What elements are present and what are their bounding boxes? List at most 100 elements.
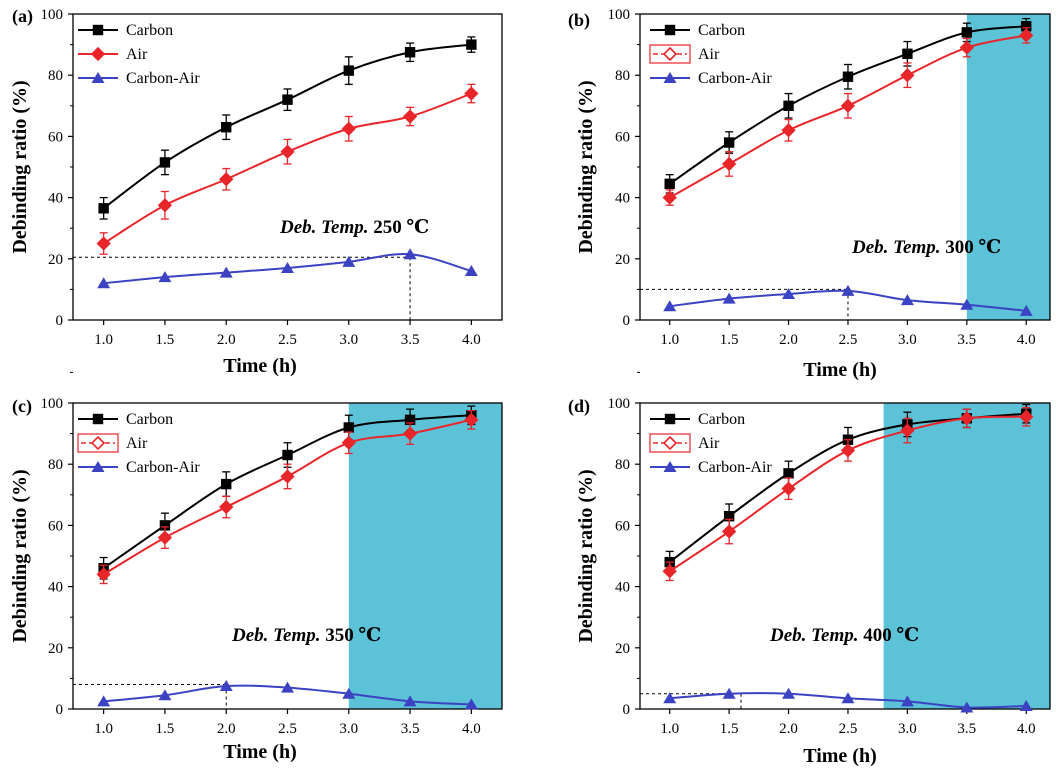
data-point [900, 695, 914, 707]
data-point [783, 468, 794, 479]
x-tick-label: 2.0 [217, 332, 236, 348]
y-tick-label: 60 [48, 518, 63, 534]
data-point-dot [843, 101, 853, 111]
data-point [403, 695, 417, 707]
legend-label: Air [698, 46, 720, 63]
data-point [98, 203, 109, 214]
legend: Carbon Air Carbon-Air [78, 22, 200, 87]
annotation-label: Deb. Temp. [769, 625, 863, 646]
y-tick-label: 0 [56, 702, 64, 718]
data-point [97, 277, 111, 289]
data-point [960, 298, 974, 310]
data-point-dot [962, 43, 972, 53]
data-point-dot [160, 533, 170, 543]
y-tick-label: 0 [623, 313, 631, 329]
data-point [158, 271, 172, 283]
data-point [281, 681, 294, 693]
annotation-label: Deb. Temp. [279, 217, 373, 238]
data-point [722, 292, 736, 304]
panel-label: (a) [12, 6, 33, 27]
data-point-dot [99, 239, 109, 248]
data-point-dot [724, 159, 734, 169]
data-point-dot [283, 471, 292, 481]
data-point-dot [99, 569, 109, 579]
y-tick-label: 60 [48, 129, 63, 145]
annotation-value: 300 ℃ [945, 237, 1001, 258]
y-tick-label: 20 [48, 252, 63, 268]
x-axis-title: Time (h) [223, 741, 297, 763]
y-tick-label: 0 [623, 702, 631, 718]
data-point-dot [902, 70, 912, 80]
series-air [96, 83, 479, 255]
x-tick-label: 2.0 [217, 721, 236, 737]
series-carbon-air [663, 687, 1033, 713]
data-point [159, 157, 171, 168]
legend-marker [92, 413, 104, 425]
data-point [782, 687, 796, 699]
y-axis-title: Debinding ratio (%) [9, 469, 31, 642]
legend-label: Carbon [698, 411, 745, 428]
data-point [281, 261, 294, 273]
data-point [1019, 699, 1033, 711]
series-carbon-air [97, 248, 478, 289]
data-point-dot [283, 147, 292, 157]
legend: Carbon Air Carbon-Air [77, 411, 200, 476]
y-tick-label: 100 [608, 7, 631, 23]
y-tick-label: 0 [56, 313, 64, 329]
x-axis-title: Time (h) [803, 359, 877, 381]
temperature-annotation: Deb. Temp. 350 ℃ [231, 625, 381, 646]
data-point [282, 449, 293, 461]
x-tick-label: 2.5 [839, 332, 858, 348]
data-point-dot [221, 174, 231, 184]
x-tick-label: 4.0 [1017, 332, 1036, 348]
x-tick-label: 3.0 [898, 332, 917, 348]
x-tick-label: 1.5 [156, 332, 175, 348]
y-tick-label: 20 [615, 641, 630, 657]
series-air [662, 27, 1034, 206]
data-point [404, 414, 416, 426]
shaded-region [966, 14, 1050, 320]
data-point [1019, 304, 1033, 316]
y-tick-label: 80 [48, 457, 63, 473]
x-tick-label: 3.0 [339, 721, 358, 737]
data-point-dot [344, 124, 354, 134]
data-point-dot [843, 445, 853, 455]
legend-label: Carbon [698, 22, 745, 39]
data-point [663, 300, 677, 312]
y-tick-label: 80 [615, 68, 630, 84]
x-tick-label: 2.5 [839, 721, 858, 737]
y-tick-label: 60 [615, 129, 630, 145]
panel-label: (d) [568, 396, 590, 417]
data-point [466, 39, 477, 50]
data-point [782, 287, 796, 299]
data-point [219, 266, 233, 278]
annotation-value: 250 ℃ [373, 217, 429, 238]
legend-marker [91, 72, 105, 83]
x-axis-title: Time (h) [223, 355, 297, 377]
data-point-dot [1021, 30, 1031, 40]
data-point-dot [466, 415, 476, 425]
y-tick-label: 60 [615, 518, 630, 534]
data-point [841, 284, 855, 296]
data-point [343, 65, 354, 76]
data-point [342, 255, 356, 267]
temperature-annotation: Deb. Temp. 300 ℃ [851, 237, 1001, 258]
series-carbon-air [663, 284, 1033, 316]
x-tick-label: 1.0 [660, 332, 679, 348]
data-point [221, 478, 232, 490]
data-point-dot [160, 200, 170, 210]
data-point [902, 48, 913, 59]
data-point-dot [344, 438, 354, 448]
y-tick-label: 40 [48, 191, 63, 207]
y-tick-label: 80 [48, 68, 63, 84]
y-tick-label: 100 [41, 7, 64, 23]
y-tick-label: 100 [41, 396, 64, 412]
x-tick-label: 2.0 [779, 721, 798, 737]
y-tick-label: 40 [615, 580, 630, 596]
legend-marker [663, 72, 677, 83]
data-point-dot [405, 429, 415, 439]
data-point [282, 94, 293, 105]
x-tick-label: 1.5 [720, 721, 739, 737]
data-point [342, 687, 356, 699]
legend-label: Carbon [126, 411, 173, 428]
